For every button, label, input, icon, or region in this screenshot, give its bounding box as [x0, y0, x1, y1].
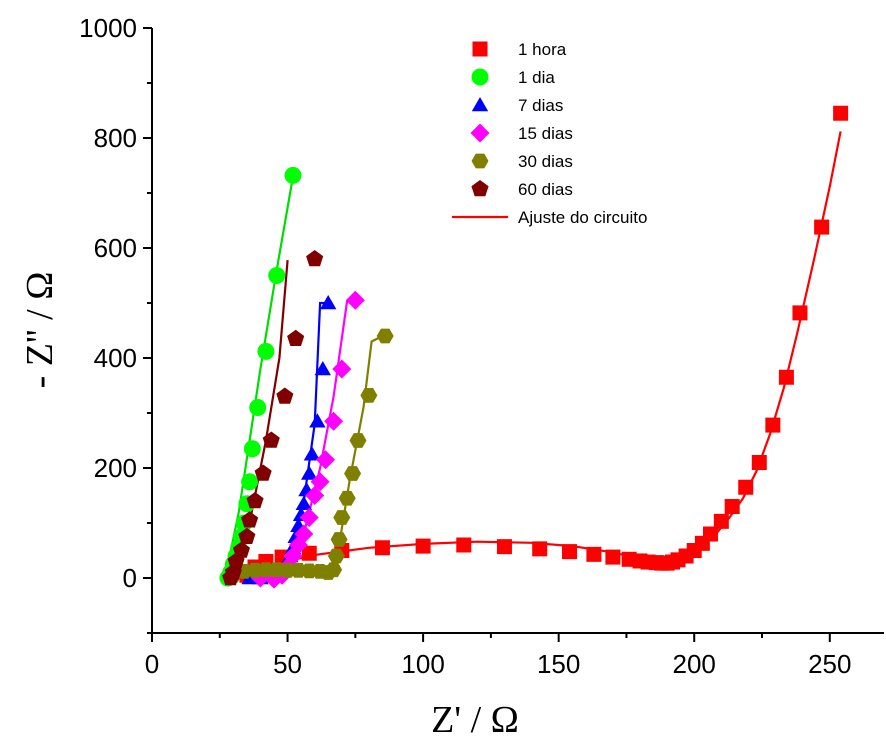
legend-marker [471, 153, 489, 169]
x-tick-label: 150 [537, 649, 580, 679]
data-point [330, 532, 348, 547]
data-point [338, 490, 356, 506]
data-point [241, 473, 259, 491]
data-point [374, 540, 390, 556]
legend-label: 7 dias [518, 96, 563, 115]
legend-label: 15 dias [518, 124, 573, 143]
data-point [301, 545, 317, 561]
x-tick-label: 250 [808, 649, 851, 679]
data-point [415, 538, 431, 554]
data-point [294, 524, 314, 544]
legend-label: 60 dias [518, 180, 573, 199]
data-point [303, 446, 321, 461]
data-point [241, 511, 259, 528]
data-point [276, 387, 294, 404]
data-point [532, 541, 548, 557]
data-markers [219, 105, 849, 589]
data-point [254, 464, 272, 481]
x-tick-label: 50 [273, 649, 302, 679]
data-point [702, 526, 718, 542]
data-point [376, 328, 394, 344]
data-point [262, 431, 280, 448]
legend-marker [470, 123, 490, 143]
data-point [257, 342, 275, 360]
data-point [243, 440, 261, 458]
legend-marker [472, 41, 488, 57]
data-point [249, 399, 267, 416]
x-tick-label: 100 [401, 649, 444, 679]
legend-label: 1 dia [518, 68, 555, 87]
legend-marker [471, 180, 489, 197]
legend-label: 1 hora [518, 40, 567, 59]
x-axis-label: Z' / Ω [431, 699, 519, 739]
legend-label: Ajuste do circuito [518, 208, 647, 227]
data-point [332, 359, 352, 379]
data-point [325, 562, 343, 578]
data-point [345, 290, 365, 310]
data-point [310, 472, 330, 492]
data-point [320, 295, 337, 310]
data-point [299, 508, 319, 527]
data-point [738, 479, 754, 495]
data-point [316, 450, 335, 470]
y-axis-label: - Z'' / Ω [19, 272, 61, 389]
data-point [327, 548, 345, 564]
data-point [344, 466, 362, 481]
x-tick-label: 0 [145, 649, 159, 679]
data-point [287, 329, 305, 346]
legend: 1 hora 1 dia 7 dias 15 dias 30 dias 60 dias Aj… [452, 40, 647, 227]
tick-labels: 0 50 100 150 200 250 0 200 400 600 800 1000 [79, 13, 851, 679]
data-point [306, 250, 324, 267]
data-point [496, 539, 512, 555]
y-tick-label: 600 [94, 233, 137, 263]
y-tick-label: 200 [94, 453, 137, 483]
y-tick-label: 400 [94, 343, 137, 373]
data-point [333, 510, 351, 525]
data-point [238, 527, 256, 544]
data-point [765, 417, 781, 433]
data-point [586, 546, 602, 562]
data-point [284, 166, 302, 184]
fit-line [224, 176, 295, 579]
data-point [309, 413, 326, 428]
data-point [268, 267, 286, 284]
y-tick-label: 0 [123, 563, 137, 593]
data-point [724, 499, 740, 514]
data-point [301, 465, 318, 480]
x-tick-label: 200 [673, 649, 716, 679]
data-point [814, 219, 830, 235]
data-point [713, 513, 729, 529]
data-point [456, 537, 472, 553]
data-point [751, 455, 767, 470]
data-point [232, 541, 250, 558]
data-point [792, 305, 808, 321]
data-point [324, 411, 344, 431]
data-point [246, 492, 264, 509]
data-point [295, 495, 312, 510]
legend-marker [471, 97, 489, 112]
y-tick-label: 1000 [79, 13, 137, 43]
data-point [833, 105, 849, 121]
y-tick-label: 800 [94, 123, 137, 153]
data-point [360, 388, 378, 403]
data-point [605, 549, 621, 565]
data-point [305, 486, 325, 505]
data-point [778, 369, 794, 385]
data-point [562, 544, 578, 560]
legend-marker [471, 68, 489, 86]
legend-label: 30 dias [518, 152, 573, 171]
data-point [279, 562, 297, 578]
data-point [349, 433, 367, 448]
data-point [314, 361, 331, 376]
data-point [257, 562, 275, 578]
axis-ticks [143, 27, 831, 642]
